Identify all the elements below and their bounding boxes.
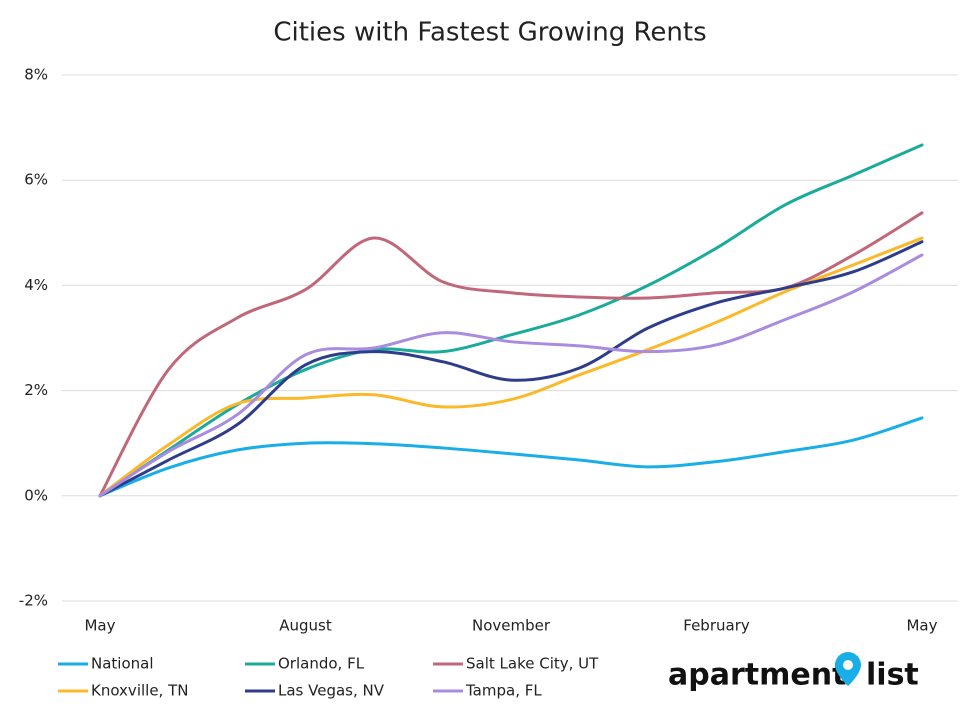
x-tick-label: November (472, 617, 551, 635)
series-line (98, 416, 924, 498)
legend-label: Las Vegas, NV (278, 682, 385, 700)
y-tick-label: 2% (24, 381, 48, 399)
legend-label: Salt Lake City, UT (466, 655, 599, 673)
series-line (98, 253, 924, 498)
x-tick-label: August (279, 617, 332, 635)
logo-text: apartment (668, 658, 846, 693)
series-line (98, 240, 924, 498)
x-tick-label: May (84, 617, 115, 635)
series-line (98, 236, 924, 498)
legend-label: National (91, 655, 154, 673)
y-tick-label: 4% (24, 276, 48, 294)
x-tick-label: May (906, 617, 937, 635)
y-tick-label: 0% (24, 486, 48, 504)
series-line (98, 143, 924, 498)
legend-label: Tampa, FL (465, 682, 542, 700)
logo-pin (835, 652, 861, 686)
x-tick-label: February (683, 617, 750, 635)
legend-label: Orlando, FL (278, 655, 365, 673)
legend-label: Knoxville, TN (91, 682, 188, 700)
logo-text: list (866, 658, 919, 693)
y-tick-label: -2% (19, 592, 48, 610)
y-tick-label: 6% (24, 171, 48, 189)
chart-title: Cities with Fastest Growing Rents (273, 18, 706, 48)
y-tick-label: 8% (24, 66, 48, 84)
